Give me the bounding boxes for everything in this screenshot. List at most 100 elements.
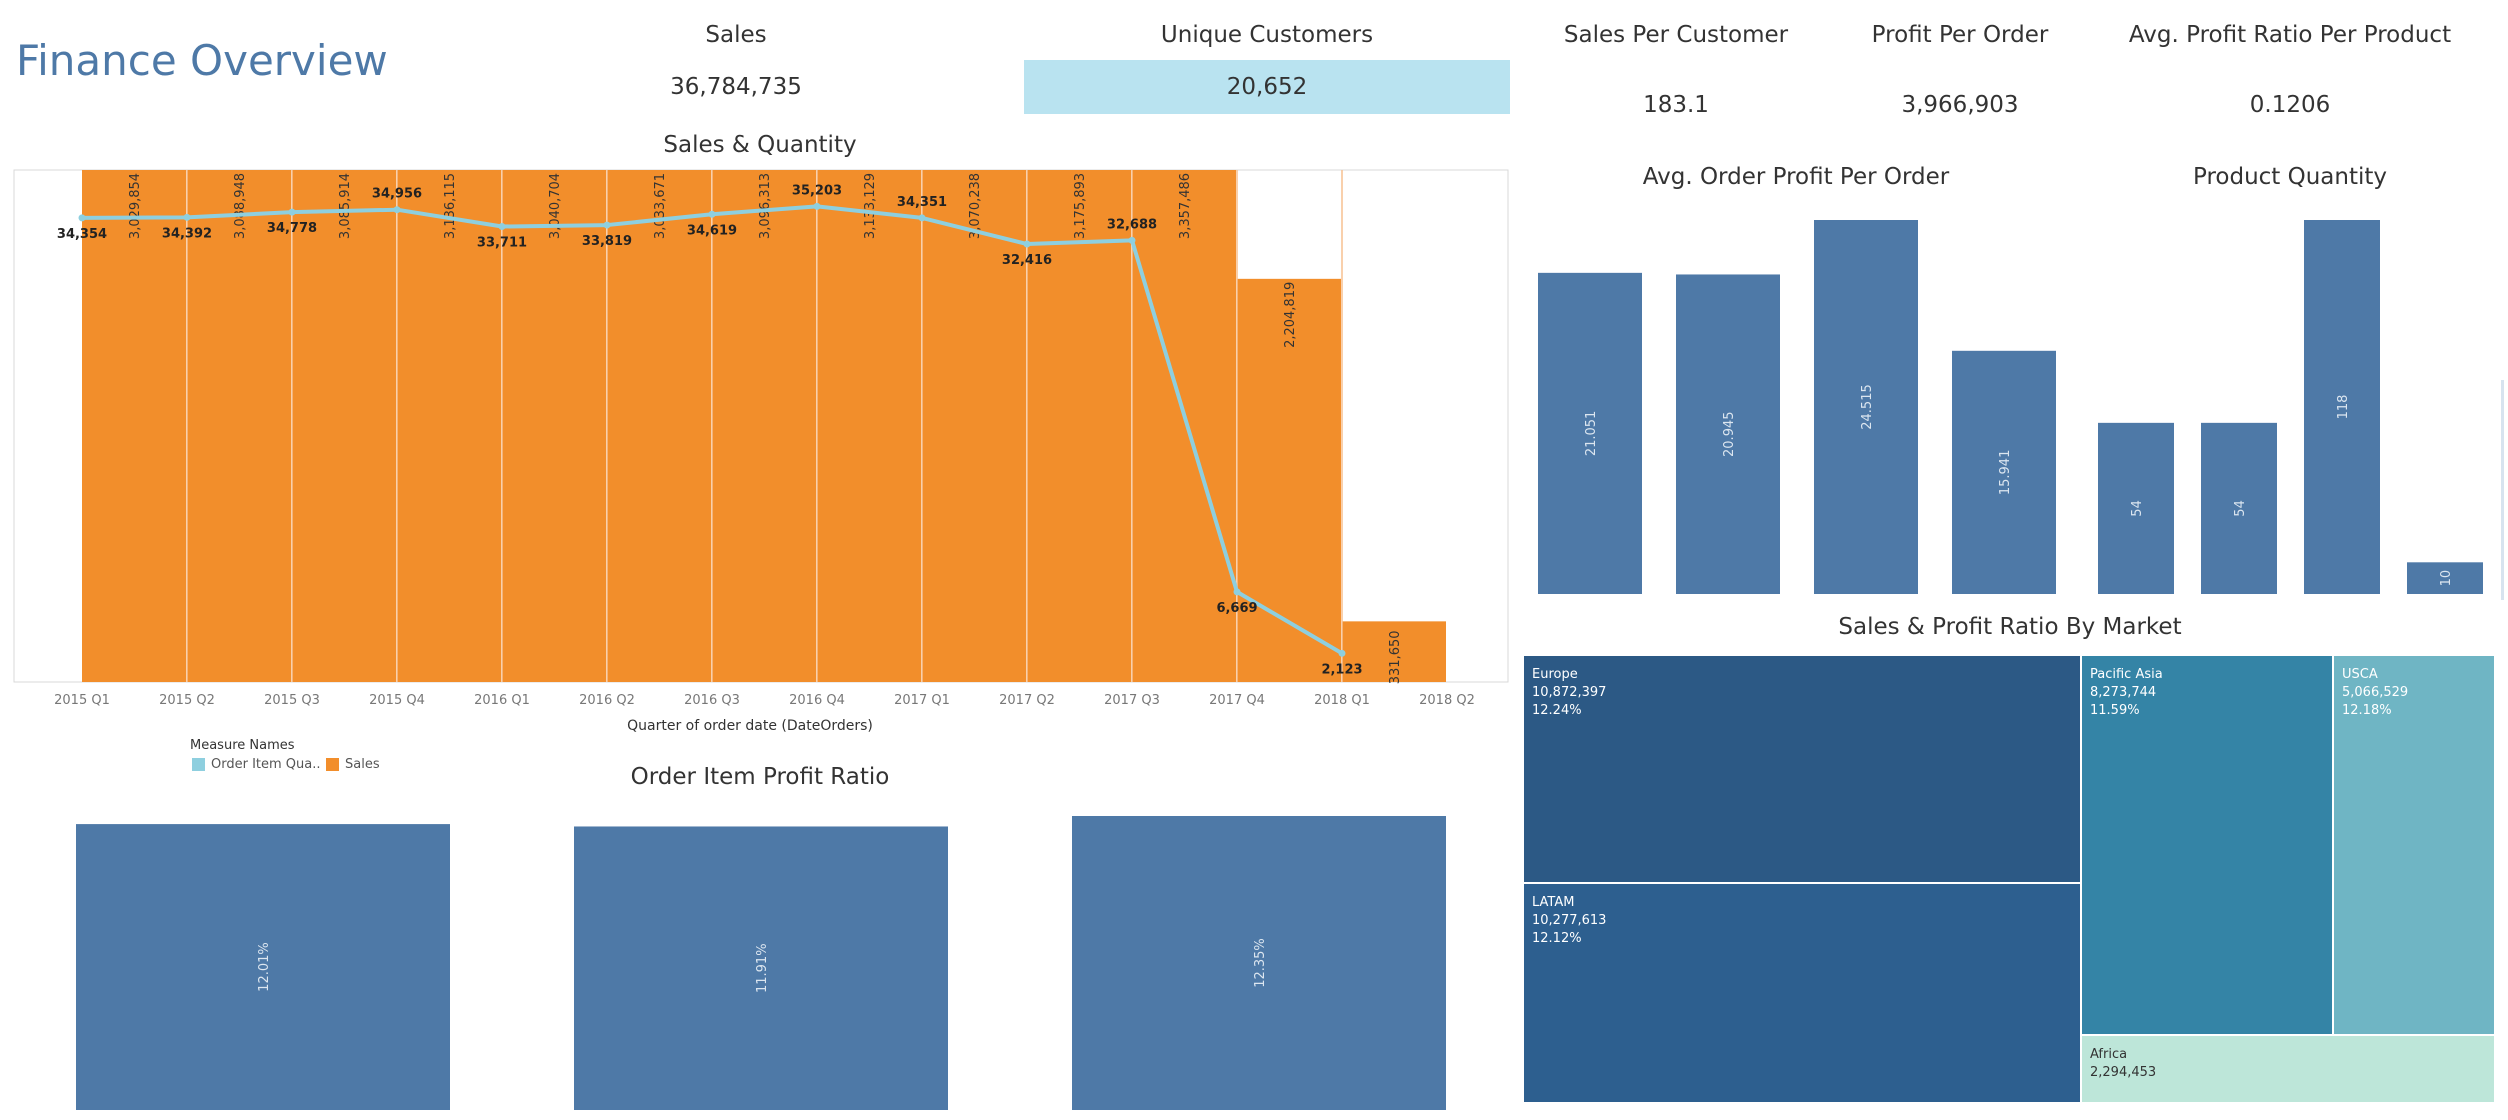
x-tick-2017-q2: 2017 Q2 [999,693,1055,708]
quantity-label-2018-q1: 2,123 [1321,662,1362,677]
x-tick-2016-q2: 2016 Q2 [579,693,635,708]
treemap-europe-name: Europe [1532,667,1578,682]
dashboard-title: Finance Overview [16,36,388,85]
quantity-label-2017-q2: 32,416 [1002,253,1052,268]
product-qty-bar-label-3: 118 [2336,395,2351,420]
sales-bar-2015-q4[interactable] [397,166,501,682]
sales-label-2015-q4: 3,136,115 [443,173,458,239]
treemap-tile-africa[interactable]: Africa 2,294,453 [2082,1036,2494,1102]
quantity-label-2015-q2: 34,392 [162,226,212,241]
product-qty-bar-2[interactable] [2201,422,2277,594]
avg-order-profit-title: Avg. Order Profit Per Order [1642,164,1950,190]
sales-label-2018-q1: 331,650 [1388,630,1403,684]
sales-bar-2015-q3[interactable] [292,166,396,682]
kpi-profit-per-order-value: 3,966,903 [1901,92,2019,118]
sales-bar-2016-q4[interactable] [817,166,921,682]
product-qty-bar-label-1: 54 [2130,500,2145,517]
sales-label-2016-q3: 3,096,313 [758,173,773,239]
sales-bar-2017-q3[interactable] [1132,166,1236,682]
kpi-sales-value: 36,784,735 [670,74,802,100]
quantity-point-2016-q3[interactable] [708,210,716,218]
profit-ratio-bar-1[interactable] [76,824,450,1110]
quantity-point-2016-q4[interactable] [813,202,821,210]
sales-label-2016-q1: 3,040,704 [548,173,563,239]
treemap-europe-ratio: 12.24% [1532,703,1582,718]
legend-item-sales[interactable]: Sales [326,757,380,772]
sales-bar-2017-q4[interactable] [1237,278,1341,682]
treemap-africa-name: Africa [2090,1047,2128,1062]
kpi-sales-per-customer-label: Sales Per Customer [1563,22,1789,48]
avg-profit-bar-1[interactable] [1538,272,1642,594]
avg-profit-bar-label-2: 20.945 [1722,411,1737,457]
avg-profit-bar-3[interactable] [1814,220,1918,594]
quantity-point-2015-q1[interactable] [78,214,86,222]
profit-ratio-bar-label-2: 11.91% [755,943,770,993]
avg-profit-bar-label-3: 24.515 [1860,384,1875,430]
x-tick-2015-q1: 2015 Q1 [54,693,110,708]
quantity-point-2017-q3[interactable] [1128,236,1136,244]
sales-label-2017-q2: 3,175,893 [1073,173,1088,239]
kpi-avg-profit-ratio-value: 0.1206 [2249,92,2331,118]
quantity-point-2017-q2[interactable] [1023,240,1031,248]
product-qty-bar-1[interactable] [2098,422,2174,594]
kpi-unique-customers-highlight[interactable]: 20,652 [1024,60,1510,114]
sales-label-2015-q1: 3,029,854 [128,173,143,239]
treemap-africa-sales: 2,294,453 [2090,1065,2157,1080]
x-tick-2015-q3: 2015 Q3 [264,693,320,708]
avg-profit-bar-4[interactable] [1952,350,2056,594]
profit-ratio-bar-label-1: 12.01% [257,942,272,992]
sales-bar-2015-q1[interactable] [82,166,186,682]
sales-label-2017-q1: 3,070,238 [968,173,983,239]
quantity-point-2016-q1[interactable] [498,223,506,231]
profit-ratio-bar-2[interactable] [574,826,948,1110]
treemap-pacific-asia-name: Pacific Asia [2090,667,2163,682]
order-item-profit-ratio-chart: 12.01% 11.91% 12.35% [76,816,1446,1110]
sales-bar-2016-q1[interactable] [502,166,606,682]
sales-label-2017-q3: 3,357,486 [1178,173,1193,239]
profit-ratio-bar-3[interactable] [1072,816,1446,1110]
product-quantity-chart: 54 54 118 10 [2098,220,2483,594]
kpi-profit-per-order-label: Profit Per Order [1871,22,2049,48]
sales-bar-2018-q1[interactable] [1342,621,1446,682]
quantity-label-2015-q1: 34,354 [57,227,107,242]
quantity-point-2015-q3[interactable] [288,208,296,216]
treemap-tile-latam[interactable]: LATAM 10,277,613 12.12% [1524,884,2080,1102]
treemap-tile-usca[interactable]: USCA 5,066,529 12.18% [2334,656,2494,1034]
quantity-point-2015-q2[interactable] [183,213,191,221]
sales-bar-2017-q2[interactable] [1027,166,1131,682]
quantity-label-2015-q3: 34,778 [267,221,317,236]
x-tick-2016-q4: 2016 Q4 [789,693,845,708]
treemap-latam-ratio: 12.12% [1532,931,1582,946]
sales-bar-2017-q1[interactable] [922,166,1026,682]
sales-quantity-title: Sales & Quantity [663,132,857,158]
avg-profit-bar-label-4: 15.941 [1998,450,2013,496]
quantity-point-2018-q1[interactable] [1338,649,1346,657]
quantity-point-2015-q4[interactable] [393,206,401,214]
quantity-point-2016-q2[interactable] [603,221,611,229]
sales-bar-2015-q2[interactable] [187,166,291,682]
quantity-point-2017-q4[interactable] [1233,588,1241,596]
sales-label-2015-q3: 3,085,914 [338,173,353,239]
treemap-title: Sales & Profit Ratio By Market [1838,614,2182,640]
treemap-usca-ratio: 12.18% [2342,703,2392,718]
product-qty-bar-4[interactable] [2407,562,2483,594]
product-qty-bar-label-4: 10 [2439,570,2454,587]
sales-bar-2016-q3[interactable] [712,166,816,682]
scroll-indicator[interactable] [2501,380,2504,600]
treemap-tile-pacific-asia[interactable]: Pacific Asia 8,273,744 11.59% [2082,656,2332,1034]
treemap-tile-europe[interactable]: Europe 10,872,397 12.24% [1524,656,2080,882]
x-tick-2017-q3: 2017 Q3 [1104,693,1160,708]
quantity-point-2017-q1[interactable] [918,214,926,222]
avg-profit-bar-label-1: 21.051 [1584,411,1599,457]
legend-label-sales: Sales [345,757,380,772]
profit-ratio-bar-label-3: 12.35% [1253,938,1268,988]
legend-label-quantity: Order Item Qua.. [211,757,321,772]
avg-profit-bar-2[interactable] [1676,274,1780,594]
legend-swatch-sales [326,758,339,771]
quantity-label-2016-q1: 33,711 [477,236,527,251]
legend-item-quantity[interactable]: Order Item Qua.. [192,757,321,772]
product-qty-bar-3[interactable] [2304,220,2380,594]
treemap-latam-name: LATAM [1532,895,1575,910]
x-axis-title: Quarter of order date (DateOrders) [627,718,873,734]
sales-bar-2016-q2[interactable] [607,166,711,682]
